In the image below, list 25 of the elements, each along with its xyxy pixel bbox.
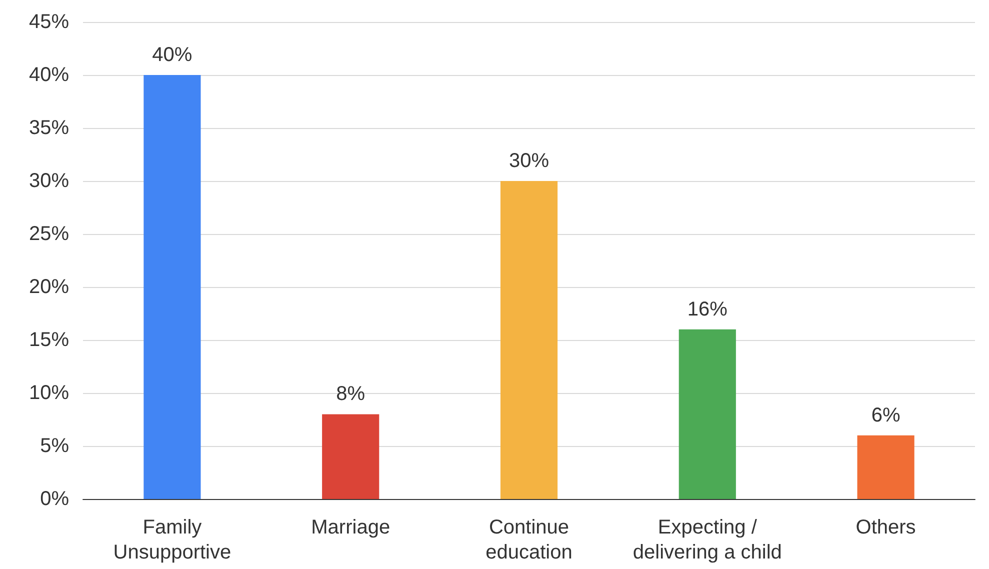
y-tick-label: 25% — [28, 223, 70, 245]
bar — [322, 414, 380, 499]
data-label: 16% — [687, 298, 728, 320]
data-label: 6% — [871, 404, 900, 426]
x-tick-label: Others — [856, 516, 916, 538]
x-tick-label: Family Unsupportive — [113, 516, 232, 564]
y-tick-label: 40% — [28, 64, 70, 86]
y-tick-label: 15% — [28, 329, 70, 351]
bar — [678, 329, 736, 499]
x-tick-label: Expecting / delivering a child — [632, 516, 782, 564]
bar — [144, 75, 201, 499]
y-tick-label: 20% — [28, 276, 70, 298]
x-tick-label: Continue education — [486, 516, 572, 564]
data-label: 40% — [152, 44, 192, 66]
x-tick-label: Marriage — [311, 516, 390, 538]
y-tick-label: 30% — [28, 170, 70, 192]
y-tick-label: 0% — [40, 488, 70, 510]
y-tick-label: 45% — [28, 11, 70, 33]
y-tick-label: 35% — [28, 117, 70, 139]
data-label: 30% — [508, 150, 550, 172]
y-tick-label: 5% — [40, 435, 70, 457]
y-tick-label: 10% — [28, 382, 70, 404]
bar — [857, 435, 914, 499]
data-label: 8% — [336, 383, 366, 406]
bar — [500, 181, 558, 499]
